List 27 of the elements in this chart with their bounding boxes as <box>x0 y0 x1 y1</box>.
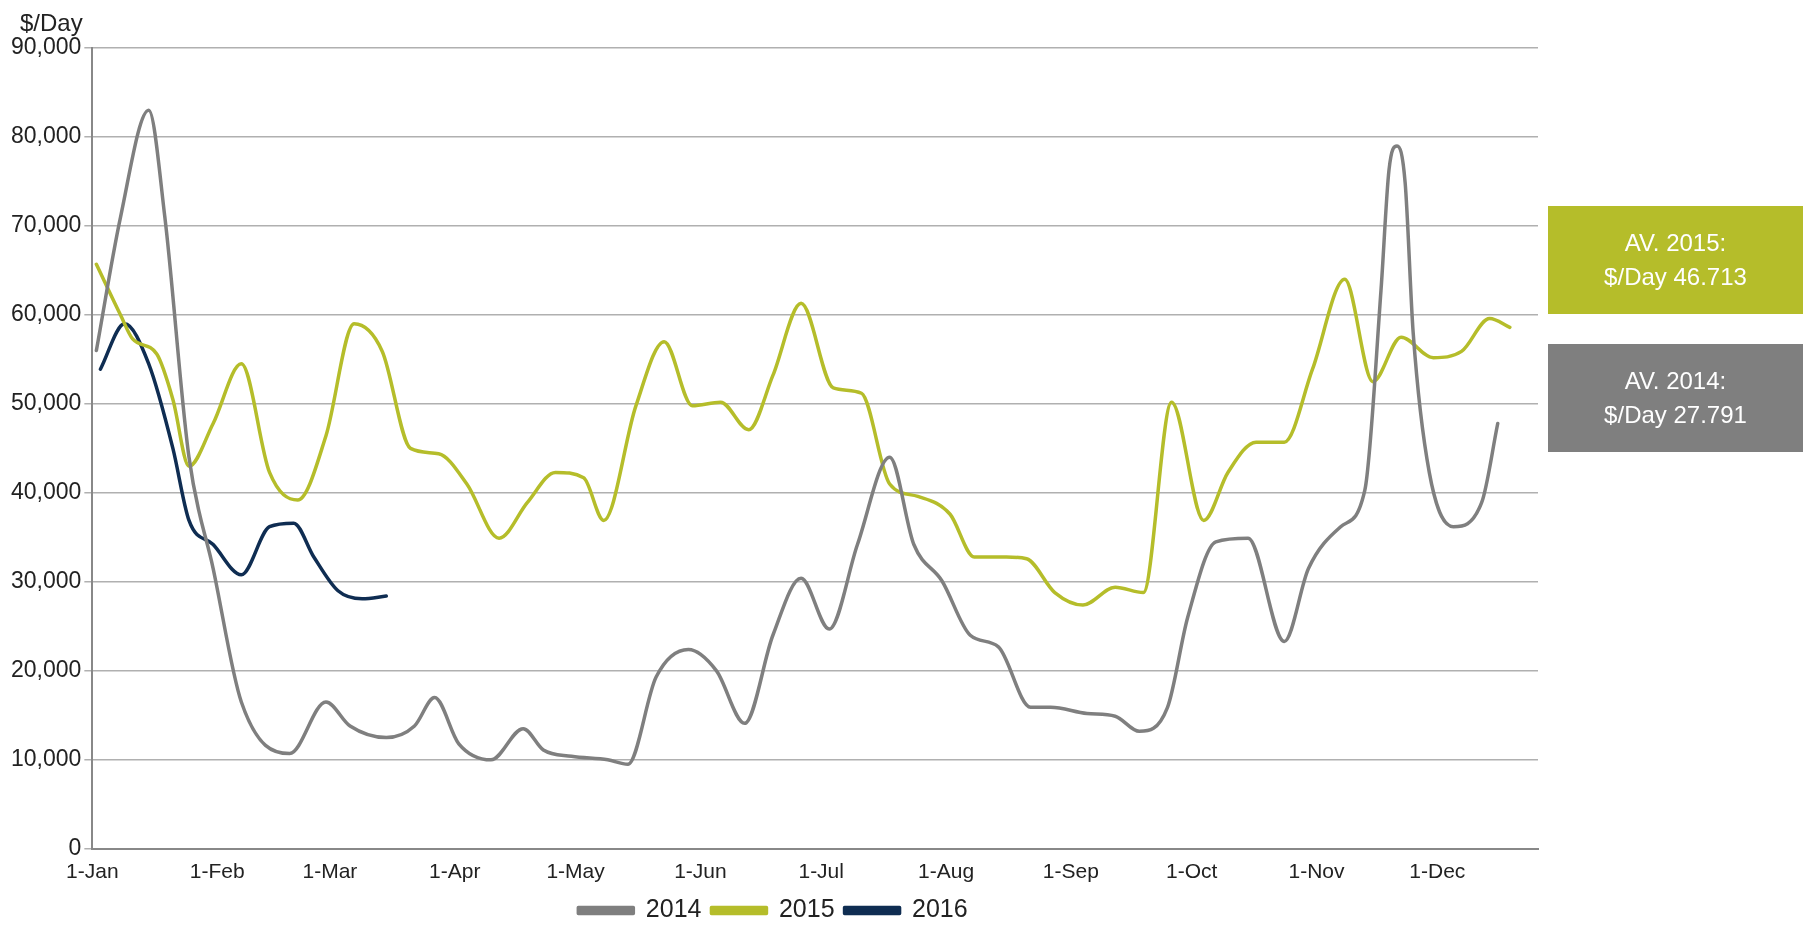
y-tick-label: 60,000 <box>10 300 82 327</box>
x-tick-label: 1-May <box>546 859 606 883</box>
x-tick-label: 1-Sep <box>1042 859 1099 883</box>
x-tick-label: 1-Aug <box>918 859 975 883</box>
x-tick-label: 1-Jun <box>674 859 727 883</box>
y-tick-label: 80,000 <box>10 122 82 149</box>
legend-label: 2014 <box>645 894 702 923</box>
x-tick-label: 1-Apr <box>429 859 481 883</box>
y-tick-label: 40,000 <box>10 478 82 505</box>
legend-label: 2016 <box>912 894 968 923</box>
x-tick-label: 1-Nov <box>1288 859 1346 883</box>
y-axis-title: $/Day <box>20 8 83 36</box>
x-tick-label: 1-Jul <box>798 859 844 883</box>
x-tick-label: 1-Dec <box>1409 859 1466 883</box>
y-tick-label: 10,000 <box>10 745 82 772</box>
legend-label: 2015 <box>778 894 835 923</box>
y-tick-label: 20,000 <box>10 656 82 683</box>
y-tick-label: 70,000 <box>10 211 82 238</box>
text: AV. 2014: $/Day 27.791 <box>1548 344 1803 452</box>
y-tick-label: 0 <box>68 834 82 861</box>
text: AV. 2015: $/Day 46.713 <box>1548 206 1803 314</box>
x-tick-label: 1-Jan <box>66 859 119 883</box>
x-tick-label: 1-Oct <box>1166 859 1218 883</box>
x-tick-label: 1-Mar <box>302 859 358 883</box>
y-tick-label: 30,000 <box>10 567 82 594</box>
x-tick-label: 1-Feb <box>189 859 245 883</box>
y-tick-label: 50,000 <box>10 389 82 416</box>
